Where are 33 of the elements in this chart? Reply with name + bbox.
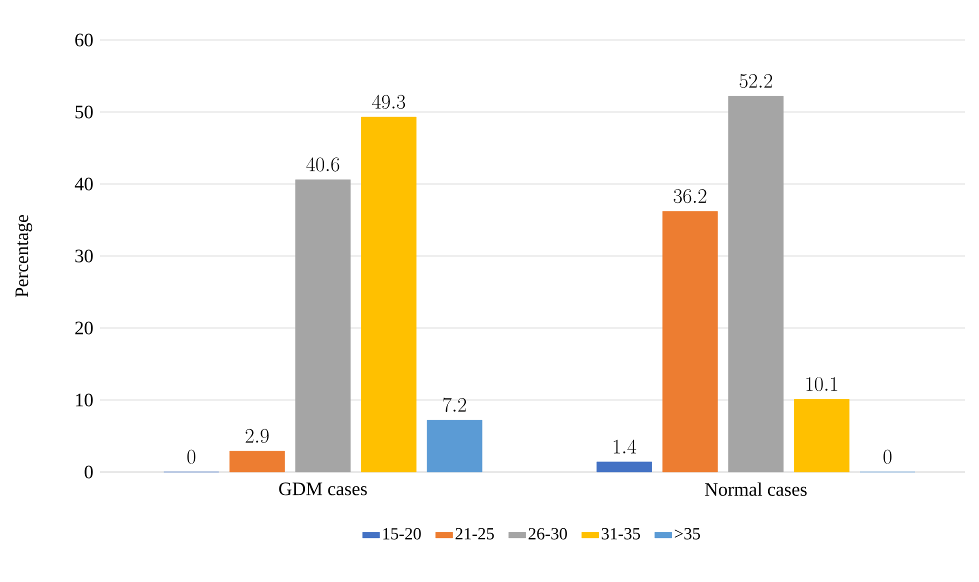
data-label: 7.2 <box>443 398 466 412</box>
data-label: 49.3 <box>372 94 406 109</box>
y-tick-label: 40 <box>74 178 93 190</box>
data-label: 40.6 <box>306 157 340 172</box>
bar <box>728 96 784 472</box>
y-axis-title: Percentage <box>16 214 32 298</box>
legend-label: 21-25 <box>456 528 494 540</box>
legend-label: >35 <box>674 528 700 540</box>
y-tick-label: 0 <box>84 466 93 478</box>
bar <box>229 450 285 472</box>
legend-label: 15-20 <box>383 528 421 540</box>
data-label: 52.2 <box>740 74 772 88</box>
data-label: 36.2 <box>674 189 706 204</box>
y-tick-label: 30 <box>75 250 93 262</box>
data-label: 2.9 <box>246 428 269 443</box>
bar <box>596 462 652 472</box>
y-tick-label: 50 <box>76 106 93 118</box>
y-tick-label: 10 <box>76 394 93 406</box>
legend-label: 26-30 <box>528 528 567 540</box>
data-label: 10. 1 <box>806 377 838 392</box>
bar <box>794 399 850 472</box>
x-tick-label: Normal cases <box>705 482 807 496</box>
bar <box>426 420 482 472</box>
data-label: 1 .4 <box>614 440 636 454</box>
data-label: 0 <box>884 450 892 464</box>
legend-label: 31-35 <box>602 528 640 540</box>
bar <box>295 179 351 472</box>
data-label: 0 <box>187 450 196 464</box>
bar <box>662 211 718 472</box>
x-tick-label: GDM cases <box>279 482 367 496</box>
bar <box>361 116 416 472</box>
y-tick-label: 20 <box>75 322 93 334</box>
y-tick-label: 60 <box>75 34 93 46</box>
